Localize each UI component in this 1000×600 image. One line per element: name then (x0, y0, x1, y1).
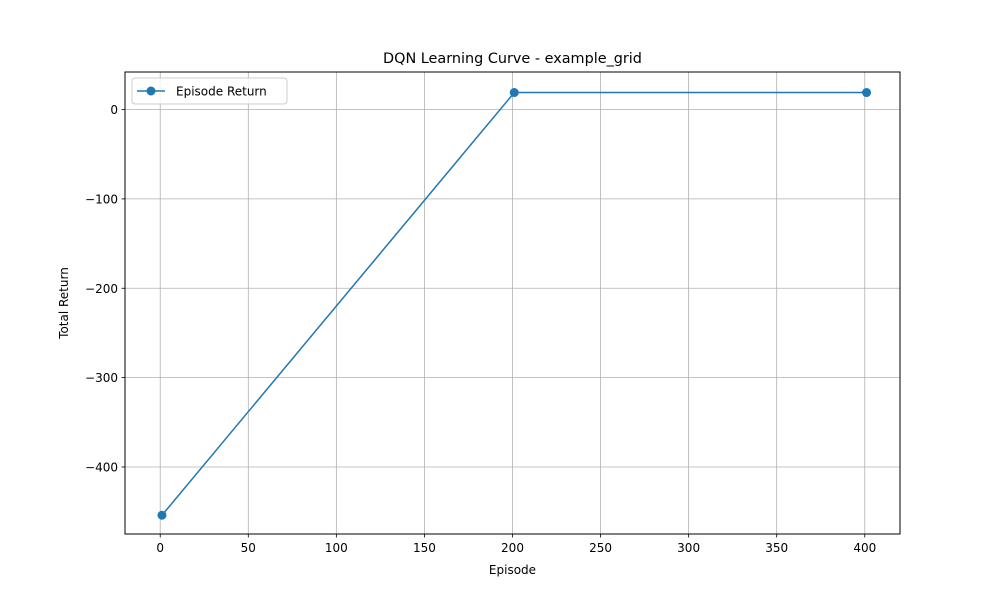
legend: Episode Return (131, 77, 288, 105)
y-tick-label: −200 (85, 282, 118, 296)
x-tick-label: 100 (325, 541, 348, 555)
data-point (862, 88, 872, 98)
series-layer (157, 88, 872, 520)
x-tick-label: 150 (413, 541, 436, 555)
grid (125, 72, 900, 534)
legend-series-marker (146, 86, 156, 96)
y-axis-ticks: 0 −100 −200 −300 −400 (85, 103, 125, 474)
x-axis-label: Episode (489, 563, 536, 577)
y-tick-label: −300 (85, 371, 118, 385)
x-tick-label: 400 (853, 541, 876, 555)
legend-box (131, 77, 288, 105)
x-tick-label: 300 (677, 541, 700, 555)
y-tick-label: −400 (85, 460, 118, 474)
x-tick-label: 0 (156, 541, 164, 555)
x-tick-label: 50 (241, 541, 256, 555)
chart-title: DQN Learning Curve - example_grid (383, 51, 642, 67)
x-tick-label: 350 (765, 541, 788, 555)
x-tick-label: 200 (501, 541, 524, 555)
y-tick-label: −100 (85, 192, 118, 206)
x-axis-ticks: 0 50 100 150 200 250 300 350 400 (156, 534, 876, 555)
legend-series-label: Episode Return (176, 85, 267, 99)
y-axis-label: Total Return (57, 267, 71, 340)
data-point (157, 510, 167, 520)
x-tick-label: 250 (589, 541, 612, 555)
y-tick-label: 0 (110, 103, 118, 117)
data-point (509, 88, 519, 98)
